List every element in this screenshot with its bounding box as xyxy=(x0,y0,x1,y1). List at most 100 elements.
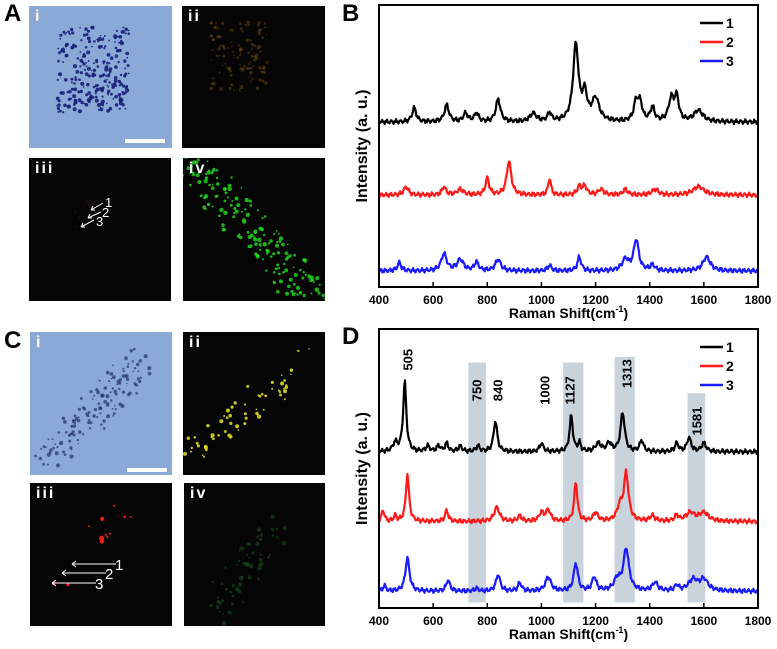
cell-dot xyxy=(70,77,74,81)
cell-dot xyxy=(230,405,234,409)
cell-dot xyxy=(229,203,233,207)
cell-dot xyxy=(67,30,71,34)
cell-dot xyxy=(253,44,256,48)
cell-dot xyxy=(290,373,292,376)
cell-dot xyxy=(114,84,118,87)
cell-dot xyxy=(303,258,308,263)
cell-dot xyxy=(212,183,214,186)
cell-dot xyxy=(233,54,235,57)
cell-dot xyxy=(123,515,126,519)
image-a-ii: ii xyxy=(182,6,325,148)
cell-dot xyxy=(196,444,200,448)
cell-dot xyxy=(241,210,243,213)
cell-dot xyxy=(85,32,89,36)
cell-dot xyxy=(242,219,247,224)
cell-dot xyxy=(238,89,241,92)
cell-dot xyxy=(221,599,225,603)
cell-dot xyxy=(264,26,267,29)
cell-dot xyxy=(294,292,297,295)
cell-dot xyxy=(278,232,280,235)
subpanel-label-iii: iii xyxy=(35,160,55,177)
x-tick-label: 1800 xyxy=(745,293,772,307)
cell-dot xyxy=(230,83,234,87)
cell-dot xyxy=(224,62,227,65)
cell-dot xyxy=(229,41,232,44)
cell-dot xyxy=(127,32,130,35)
cell-dot xyxy=(255,253,260,258)
cell-dot xyxy=(256,23,260,27)
cell-dot xyxy=(209,21,213,25)
cell-dot xyxy=(229,73,233,77)
cell-dot xyxy=(215,604,220,610)
x-tick-label: 400 xyxy=(369,614,389,628)
cell-dot xyxy=(62,30,66,34)
cell-dot xyxy=(42,462,45,466)
cell-dot xyxy=(82,86,85,88)
cell-dot xyxy=(237,429,240,431)
cell-dot xyxy=(102,37,105,39)
panel-label-d: D xyxy=(342,323,360,350)
cell-dot xyxy=(99,45,103,48)
cell-dot xyxy=(222,186,227,192)
cell-dot xyxy=(239,64,241,66)
arrow-icon xyxy=(80,219,95,228)
legend-entry-2: 2 xyxy=(726,34,734,50)
cell-dot xyxy=(260,392,264,396)
panel-label-a: A xyxy=(4,0,22,27)
x-tick-label: 800 xyxy=(477,293,497,307)
cell-dot xyxy=(78,78,81,81)
cell-dot xyxy=(239,546,244,551)
cell-dot xyxy=(87,60,90,62)
cell-dot xyxy=(106,61,109,65)
cell-dot xyxy=(45,446,47,449)
cell-dot xyxy=(124,356,128,361)
cell-dot xyxy=(292,266,295,269)
cell-dot xyxy=(184,158,188,159)
cell-dot xyxy=(86,414,90,418)
cell-dot xyxy=(207,169,211,172)
cell-dot xyxy=(83,68,87,71)
cell-dot xyxy=(281,541,287,546)
cell-dot xyxy=(116,379,121,384)
cell-dot xyxy=(76,438,80,442)
legend-entry-1: 1 xyxy=(726,15,734,31)
cell-dot xyxy=(68,32,71,36)
cell-dot xyxy=(229,70,233,73)
cell-dot xyxy=(121,99,124,102)
cell-dot xyxy=(47,438,50,441)
cell-dot xyxy=(59,38,62,40)
arrow-icon xyxy=(87,211,102,219)
cell-dot xyxy=(77,98,82,103)
cell-dot xyxy=(86,66,91,71)
cell-dot xyxy=(219,45,222,48)
cell-dot xyxy=(228,413,232,418)
cell-dot xyxy=(284,268,289,273)
cell-dot xyxy=(138,359,143,363)
cell-dot xyxy=(133,367,137,370)
cell-dot xyxy=(272,281,276,285)
cell-dot xyxy=(101,38,105,41)
cell-dot xyxy=(247,62,251,66)
cell-dot xyxy=(228,434,233,439)
cell-dot xyxy=(63,103,67,108)
cell-dot xyxy=(253,231,257,234)
cell-dot xyxy=(90,25,95,30)
cell-dot xyxy=(108,69,112,73)
spectrum-line-2 xyxy=(378,160,758,199)
cell-dot xyxy=(95,95,98,99)
peak-label-840: 840 xyxy=(491,380,506,402)
cell-dot xyxy=(56,463,60,468)
cell-dot xyxy=(270,514,275,519)
cell-dot xyxy=(54,443,57,446)
cell-dot xyxy=(259,533,263,537)
cell-dot xyxy=(93,408,98,412)
cell-dot xyxy=(258,78,262,82)
arrows-overlay: 1 2 3 xyxy=(51,557,123,593)
cell-dot xyxy=(105,394,110,399)
cell-dot xyxy=(121,103,125,107)
cell-dot xyxy=(273,233,276,235)
cell-dot xyxy=(230,602,234,606)
cell-dot xyxy=(219,207,224,213)
point-label-1: 1 xyxy=(115,557,123,574)
cell-dot xyxy=(83,102,86,105)
